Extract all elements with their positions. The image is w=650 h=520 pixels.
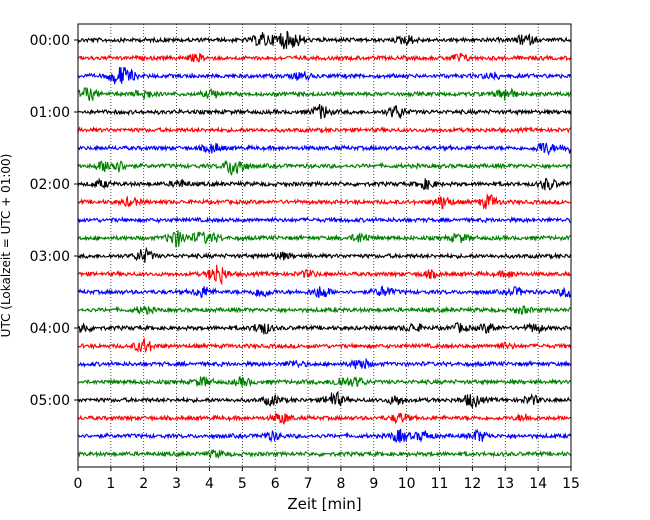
y-tick-label: 00:00 [30, 33, 70, 49]
trace-0515 [77, 411, 572, 425]
x-tick-label: 10 [398, 476, 416, 492]
x-tick-label: 6 [271, 476, 280, 492]
trace-0415 [77, 337, 572, 354]
trace-0000 [77, 30, 572, 50]
x-tick-label: 2 [139, 476, 148, 492]
x-axis-ticks: 0 1 2 3 4 5 6 7 8 9 10 11 12 13 14 15 [74, 467, 580, 492]
x-axis-label: Zeit [min] [287, 495, 361, 513]
trace-0315 [77, 264, 572, 286]
trace-0200 [77, 177, 572, 191]
x-tick-label: 7 [304, 476, 313, 492]
x-tick-label: 1 [106, 476, 115, 492]
x-tick-label: 13 [496, 476, 514, 492]
trace-0345 [77, 305, 572, 315]
x-tick-label: 5 [238, 476, 247, 492]
trace-0400 [77, 321, 572, 335]
trace-0145 [77, 159, 572, 176]
vertical-gridlines [110, 24, 539, 467]
trace-0115 [77, 125, 572, 135]
trace-0245 [77, 230, 572, 248]
y-tick-label: 02:00 [30, 177, 70, 193]
y-axis-ticks: 00:00 01:00 02:00 03:00 04:00 05:00 [30, 33, 78, 409]
y-tick-label: 03:00 [30, 249, 70, 265]
trace-0045 [77, 87, 572, 102]
x-tick-label: 12 [463, 476, 481, 492]
trace-0545 [77, 449, 572, 459]
trace-0015 [77, 52, 572, 63]
trace-0230 [77, 215, 572, 224]
trace-0430 [77, 357, 572, 370]
trace-0130 [77, 142, 572, 157]
x-tick-label: 4 [205, 476, 214, 492]
trace-0445 [77, 376, 572, 387]
x-tick-label: 0 [74, 476, 83, 492]
trace-0215 [77, 193, 572, 210]
y-tick-label: 04:00 [30, 321, 70, 337]
trace-0330 [77, 285, 572, 299]
y-tick-label: 05:00 [30, 393, 70, 409]
trace-0500 [77, 390, 572, 408]
x-tick-label: 14 [529, 476, 547, 492]
x-tick-label: 3 [172, 476, 181, 492]
trace-0300 [77, 246, 572, 263]
x-tick-label: 15 [562, 476, 580, 492]
trace-0030 [77, 66, 572, 85]
y-axis-label: UTC (Lokalzeit = UTC + 01:00) [0, 154, 13, 338]
seismic-traces [77, 30, 572, 459]
x-tick-label: 11 [431, 476, 449, 492]
y-tick-label: 01:00 [30, 105, 70, 121]
x-tick-label: 8 [336, 476, 345, 492]
trace-0530 [77, 428, 572, 443]
trace-0100 [77, 104, 572, 120]
plot-frame [77, 23, 572, 468]
x-tick-label: 9 [369, 476, 378, 492]
